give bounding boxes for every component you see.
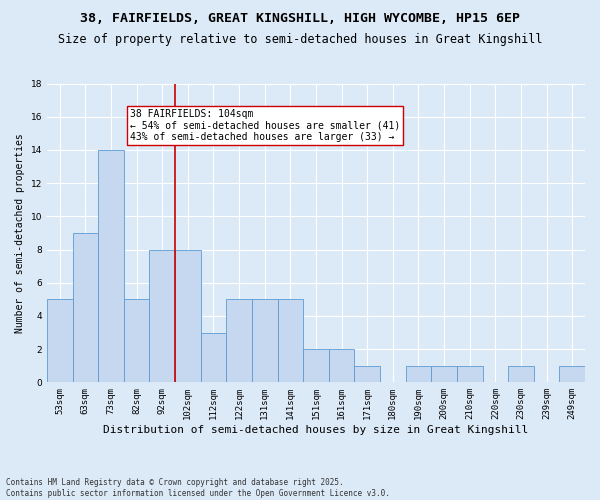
Text: Contains HM Land Registry data © Crown copyright and database right 2025.
Contai: Contains HM Land Registry data © Crown c… xyxy=(6,478,390,498)
Bar xyxy=(252,300,278,382)
Bar xyxy=(329,349,355,382)
Bar xyxy=(200,332,226,382)
Bar xyxy=(406,366,431,382)
Bar xyxy=(124,300,149,382)
Bar xyxy=(98,150,124,382)
Bar xyxy=(431,366,457,382)
Bar xyxy=(73,233,98,382)
Bar xyxy=(47,300,73,382)
Bar xyxy=(355,366,380,382)
Bar xyxy=(175,250,200,382)
Bar xyxy=(508,366,534,382)
Y-axis label: Number of semi-detached properties: Number of semi-detached properties xyxy=(15,133,25,333)
Bar xyxy=(457,366,482,382)
X-axis label: Distribution of semi-detached houses by size in Great Kingshill: Distribution of semi-detached houses by … xyxy=(103,425,529,435)
Bar xyxy=(278,300,303,382)
Text: Size of property relative to semi-detached houses in Great Kingshill: Size of property relative to semi-detach… xyxy=(58,32,542,46)
Bar xyxy=(149,250,175,382)
Bar xyxy=(226,300,252,382)
Bar xyxy=(559,366,585,382)
Text: 38, FAIRFIELDS, GREAT KINGSHILL, HIGH WYCOMBE, HP15 6EP: 38, FAIRFIELDS, GREAT KINGSHILL, HIGH WY… xyxy=(80,12,520,26)
Text: 38 FAIRFIELDS: 104sqm
← 54% of semi-detached houses are smaller (41)
43% of semi: 38 FAIRFIELDS: 104sqm ← 54% of semi-deta… xyxy=(130,109,401,142)
Bar xyxy=(303,349,329,382)
